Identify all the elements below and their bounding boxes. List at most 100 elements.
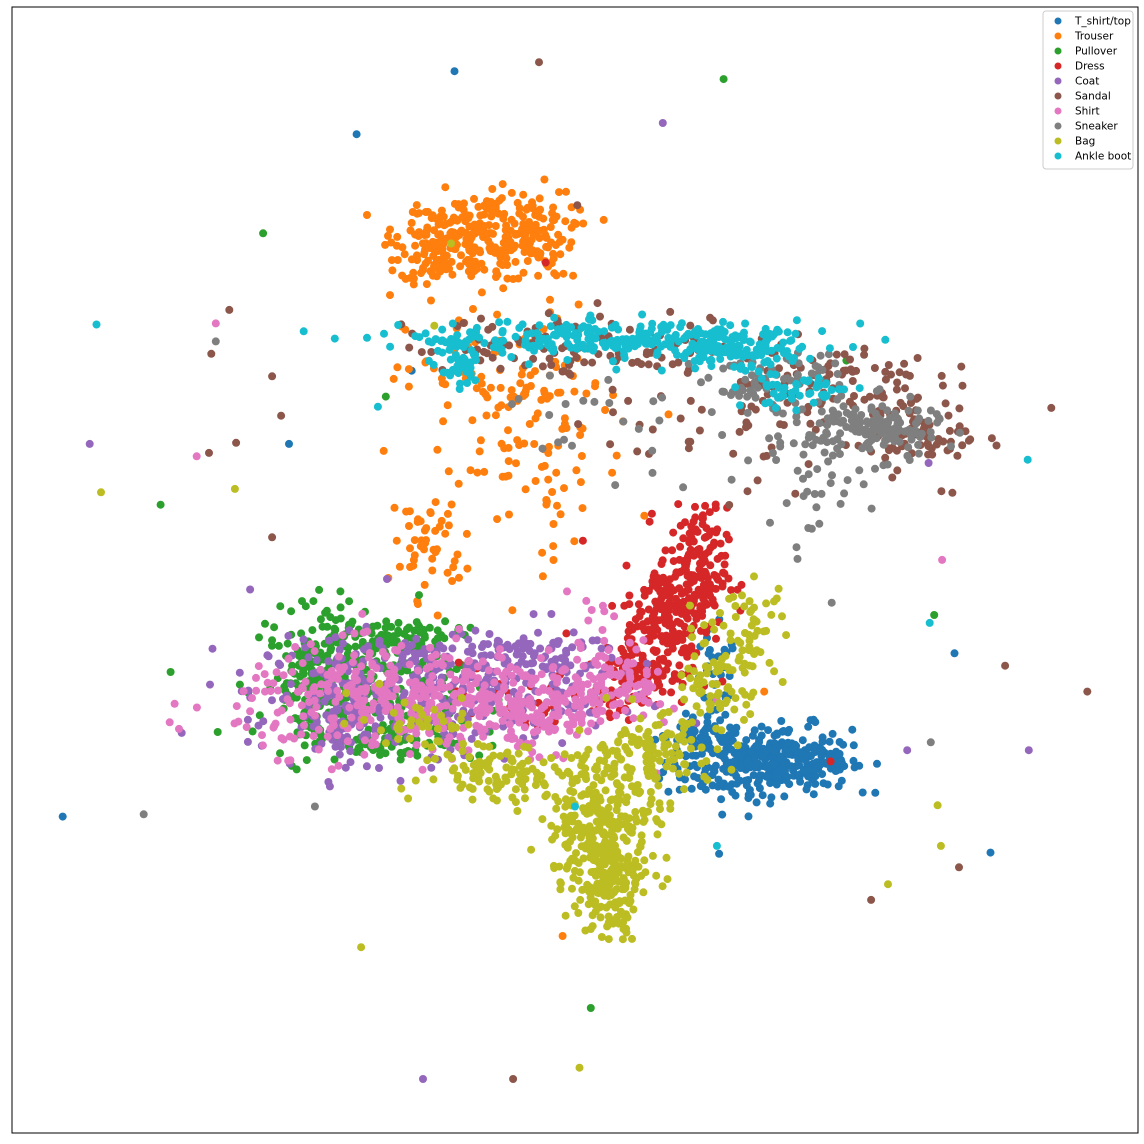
data-point bbox=[720, 645, 729, 654]
data-point bbox=[405, 522, 413, 530]
data-point bbox=[521, 243, 530, 252]
data-point bbox=[886, 426, 895, 435]
data-point bbox=[292, 765, 301, 774]
data-point bbox=[259, 717, 268, 726]
data-point bbox=[555, 188, 563, 197]
data-point bbox=[380, 329, 388, 338]
data-point bbox=[561, 217, 570, 226]
data-point bbox=[792, 412, 801, 421]
data-point bbox=[514, 776, 523, 785]
data-point bbox=[546, 344, 555, 353]
data-point bbox=[568, 817, 577, 826]
data-point bbox=[252, 673, 260, 682]
data-point bbox=[478, 687, 487, 696]
data-point bbox=[577, 452, 586, 460]
data-point bbox=[590, 397, 599, 406]
data-point bbox=[330, 755, 339, 764]
data-point bbox=[687, 534, 696, 543]
data-point bbox=[471, 376, 480, 385]
data-point bbox=[514, 749, 523, 758]
data-point bbox=[749, 688, 758, 697]
data-point bbox=[529, 659, 538, 667]
data-point bbox=[462, 529, 471, 538]
data-point bbox=[742, 418, 751, 427]
data-point bbox=[745, 661, 754, 670]
data-point bbox=[729, 592, 738, 601]
data-point bbox=[411, 677, 420, 686]
data-point bbox=[208, 644, 217, 653]
data-point bbox=[753, 626, 762, 635]
data-point bbox=[463, 379, 472, 387]
data-point bbox=[255, 633, 263, 642]
data-point bbox=[513, 742, 522, 751]
data-point bbox=[666, 307, 675, 316]
data-point bbox=[366, 674, 375, 683]
data-point bbox=[485, 742, 494, 751]
data-point bbox=[675, 661, 684, 670]
data-point bbox=[900, 359, 909, 368]
data-point bbox=[519, 237, 528, 246]
data-point bbox=[333, 686, 342, 695]
data-point bbox=[588, 911, 597, 920]
data-point bbox=[726, 636, 735, 645]
data-point bbox=[634, 862, 643, 871]
data-point bbox=[840, 350, 849, 359]
data-point bbox=[406, 544, 414, 553]
data-point bbox=[678, 683, 687, 692]
data-point bbox=[381, 739, 390, 748]
data-point bbox=[741, 776, 750, 785]
data-point bbox=[504, 457, 513, 466]
data-point bbox=[526, 694, 535, 703]
data-point bbox=[493, 667, 502, 676]
data-point bbox=[412, 618, 421, 627]
data-point bbox=[491, 411, 500, 420]
data-point bbox=[417, 536, 426, 545]
data-point bbox=[394, 629, 403, 638]
data-point bbox=[451, 675, 460, 684]
data-point bbox=[279, 735, 288, 744]
data-point bbox=[582, 751, 590, 760]
data-point bbox=[815, 419, 824, 428]
data-point bbox=[302, 756, 311, 765]
data-point bbox=[435, 522, 444, 531]
data-point bbox=[701, 765, 710, 774]
data-point bbox=[432, 718, 441, 727]
data-point bbox=[613, 824, 622, 833]
data-point bbox=[600, 879, 609, 888]
data-point bbox=[839, 402, 848, 411]
data-point bbox=[730, 705, 739, 714]
data-point bbox=[835, 757, 844, 766]
data-point bbox=[686, 321, 695, 330]
data-point bbox=[769, 330, 778, 339]
data-point bbox=[793, 554, 802, 563]
data-point bbox=[525, 420, 534, 428]
data-point bbox=[316, 615, 325, 624]
data-point bbox=[463, 647, 472, 656]
data-point bbox=[751, 762, 760, 771]
data-point bbox=[448, 319, 457, 328]
data-point bbox=[713, 745, 722, 754]
data-point bbox=[286, 732, 294, 741]
data-point bbox=[849, 343, 857, 351]
data-point bbox=[688, 718, 696, 727]
data-point bbox=[855, 384, 864, 393]
data-point bbox=[482, 197, 491, 206]
data-point bbox=[644, 586, 653, 595]
data-point bbox=[491, 248, 500, 257]
data-point bbox=[573, 751, 582, 760]
data-point bbox=[576, 478, 585, 487]
data-point bbox=[559, 269, 568, 278]
data-point bbox=[596, 717, 605, 726]
data-point bbox=[595, 652, 603, 661]
data-point bbox=[682, 332, 691, 341]
data-point bbox=[955, 422, 964, 431]
data-point bbox=[485, 720, 494, 729]
data-point bbox=[563, 720, 572, 729]
data-point bbox=[802, 785, 811, 794]
data-point bbox=[359, 628, 368, 637]
data-point bbox=[568, 643, 577, 652]
data-point bbox=[765, 658, 774, 667]
data-point bbox=[390, 674, 399, 683]
data-point bbox=[680, 737, 689, 746]
data-point bbox=[556, 878, 565, 887]
